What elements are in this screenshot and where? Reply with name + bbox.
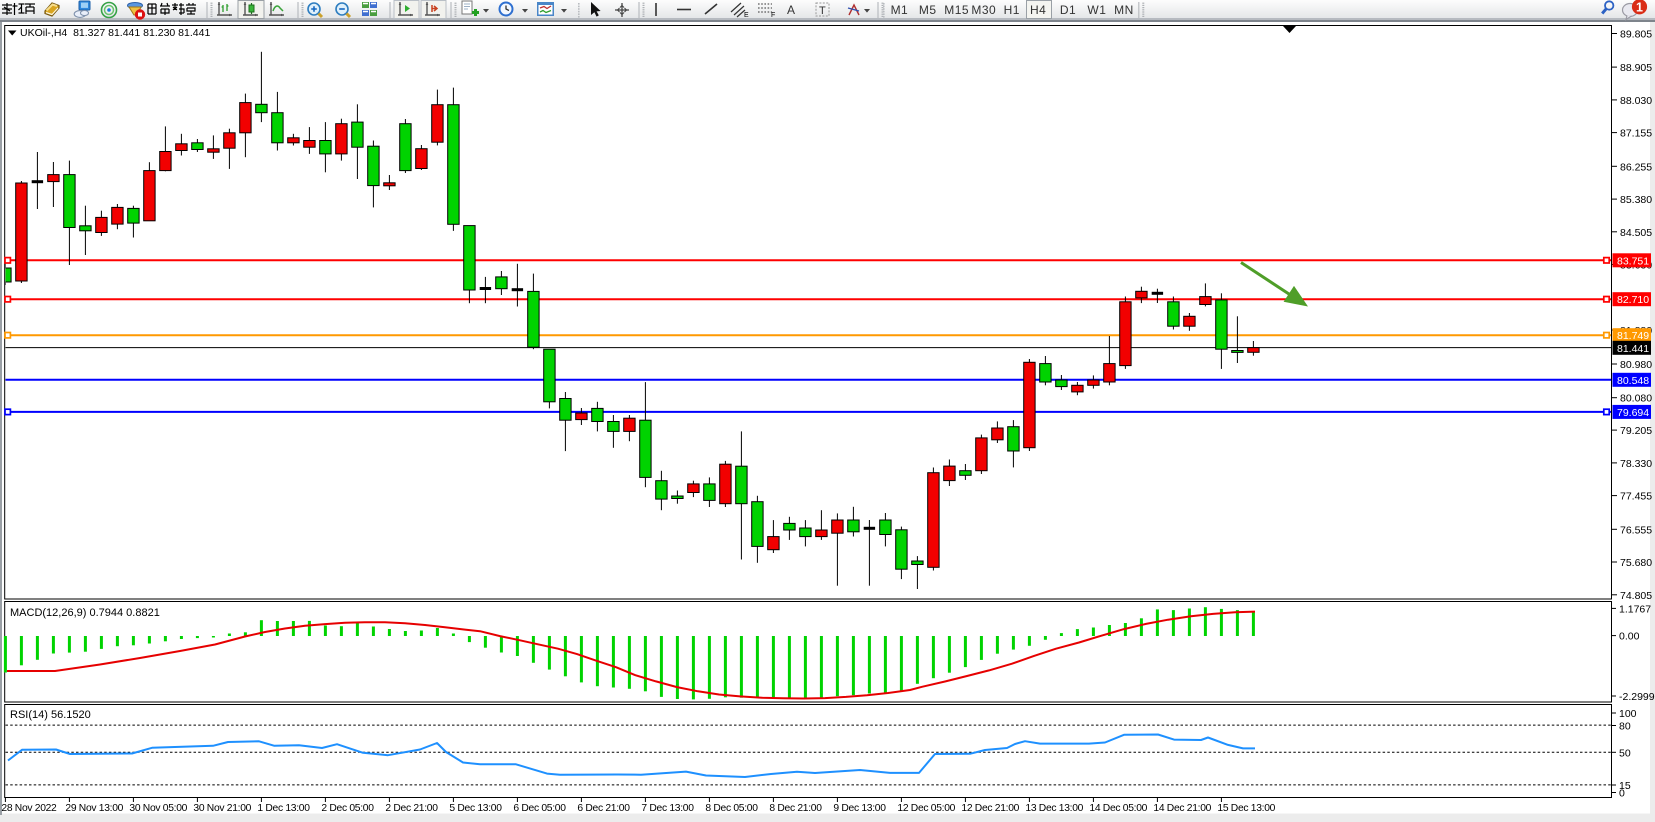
svg-text:12 Dec 21:00: 12 Dec 21:00: [961, 803, 1019, 814]
svg-text:79.205: 79.205: [1620, 425, 1652, 437]
svg-text:UKOil-,H4 81.327 81.441 81.23: UKOil-,H4 81.327 81.441 81.230 81.441: [20, 27, 210, 39]
svg-text:F: F: [771, 12, 775, 19]
svg-text:14 Dec 05:00: 14 Dec 05:00: [1089, 803, 1147, 814]
svg-text:89.805: 89.805: [1620, 29, 1652, 41]
svg-text:H4: H4: [1030, 3, 1046, 17]
svg-text:86.255: 86.255: [1620, 161, 1652, 173]
svg-text:M5: M5: [919, 3, 937, 17]
svg-text:2 Dec 21:00: 2 Dec 21:00: [385, 803, 438, 814]
svg-text:79.694: 79.694: [1617, 407, 1649, 419]
svg-text:H1: H1: [1004, 3, 1020, 17]
svg-text:0.00: 0.00: [1619, 631, 1640, 643]
svg-text:85.380: 85.380: [1620, 194, 1652, 206]
svg-text:76.555: 76.555: [1620, 524, 1652, 536]
svg-text:100: 100: [1619, 708, 1637, 720]
svg-text:14 Dec 21:00: 14 Dec 21:00: [1153, 803, 1211, 814]
svg-text:7 Dec 13:00: 7 Dec 13:00: [641, 803, 694, 814]
svg-text:80: 80: [1619, 721, 1631, 733]
svg-text:15: 15: [1619, 780, 1631, 792]
svg-text:RSI(14) 56.1520: RSI(14) 56.1520: [10, 709, 91, 721]
svg-text:50: 50: [1619, 747, 1631, 759]
svg-text:83.751: 83.751: [1617, 255, 1649, 267]
svg-text:A: A: [787, 3, 795, 17]
svg-text:E: E: [744, 12, 749, 19]
svg-text:78.330: 78.330: [1620, 458, 1652, 470]
svg-text:9 Dec 13:00: 9 Dec 13:00: [833, 803, 886, 814]
svg-text:M30: M30: [971, 3, 996, 17]
svg-text:88.905: 88.905: [1620, 62, 1652, 74]
svg-text:8 Dec 21:00: 8 Dec 21:00: [769, 803, 822, 814]
svg-text:30 Nov 05:00: 30 Nov 05:00: [129, 803, 187, 814]
svg-text:13 Dec 13:00: 13 Dec 13:00: [1025, 803, 1083, 814]
svg-text:W1: W1: [1087, 3, 1106, 17]
svg-text:1: 1: [1636, 0, 1643, 14]
svg-text:80.080: 80.080: [1620, 393, 1652, 405]
svg-text:6 Dec 21:00: 6 Dec 21:00: [577, 803, 630, 814]
svg-text:M1: M1: [891, 3, 909, 17]
svg-text:84.505: 84.505: [1620, 227, 1652, 239]
svg-text:29 Nov 13:00: 29 Nov 13:00: [65, 803, 123, 814]
svg-text:6 Dec 05:00: 6 Dec 05:00: [513, 803, 566, 814]
svg-text:75.680: 75.680: [1620, 557, 1652, 569]
svg-text:88.030: 88.030: [1620, 95, 1652, 107]
svg-text:77.455: 77.455: [1620, 491, 1652, 503]
svg-text:80.980: 80.980: [1620, 359, 1652, 371]
svg-text:12 Dec 05:00: 12 Dec 05:00: [897, 803, 955, 814]
svg-text:-2.2999: -2.2999: [1619, 691, 1655, 703]
svg-text:MACD(12,26,9) 0.7944 0.8821: MACD(12,26,9) 0.7944 0.8821: [10, 607, 160, 619]
svg-text:T: T: [819, 5, 826, 17]
svg-text:MN: MN: [1114, 3, 1134, 17]
svg-text:28 Nov 2022: 28 Nov 2022: [1, 803, 57, 814]
svg-text:74.805: 74.805: [1620, 590, 1652, 602]
svg-text:1 Dec 13:00: 1 Dec 13:00: [257, 803, 310, 814]
svg-text:5 Dec 13:00: 5 Dec 13:00: [449, 803, 502, 814]
svg-text:30 Nov 21:00: 30 Nov 21:00: [193, 803, 251, 814]
svg-text:87.155: 87.155: [1620, 128, 1652, 140]
svg-text:M15: M15: [944, 3, 969, 17]
svg-text:2 Dec 05:00: 2 Dec 05:00: [321, 803, 374, 814]
svg-text:15 Dec 13:00: 15 Dec 13:00: [1217, 803, 1275, 814]
svg-text:82.710: 82.710: [1617, 294, 1649, 306]
svg-text:8 Dec 05:00: 8 Dec 05:00: [705, 803, 758, 814]
svg-text:80.548: 80.548: [1617, 375, 1649, 387]
svg-text:81.441: 81.441: [1617, 343, 1649, 355]
svg-text:0: 0: [1619, 788, 1625, 800]
svg-text:D1: D1: [1060, 3, 1076, 17]
svg-text:81.749: 81.749: [1617, 330, 1649, 342]
svg-text:1.1767: 1.1767: [1619, 603, 1651, 615]
